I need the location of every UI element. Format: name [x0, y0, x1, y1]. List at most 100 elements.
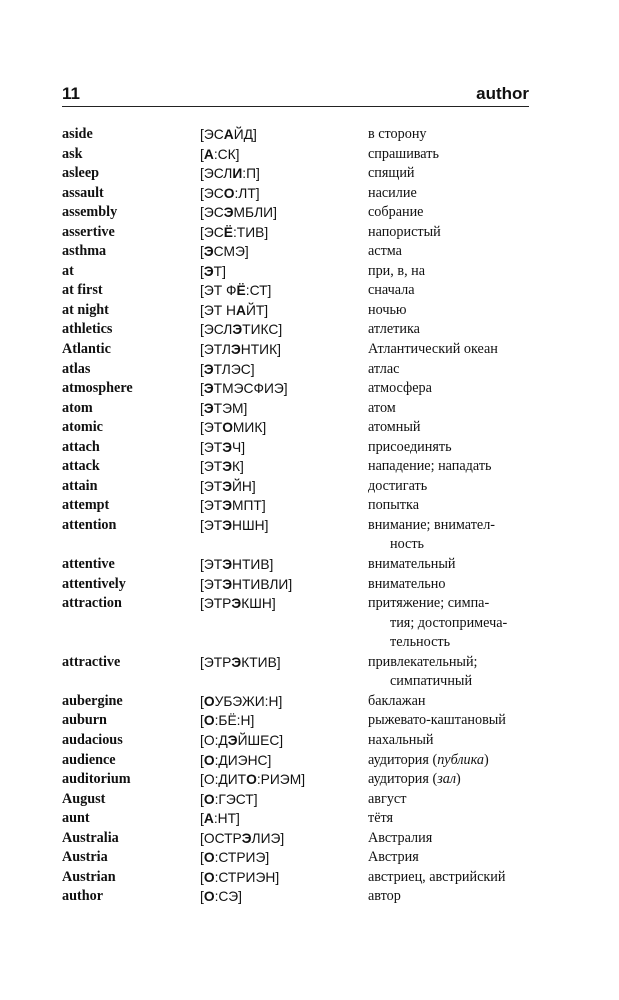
translation-part: австриец, австрийский: [368, 868, 506, 885]
translation: нахальный: [368, 731, 434, 751]
translation: ность: [390, 535, 424, 555]
headword: at first: [62, 282, 103, 299]
transcription-part: :СТРИЭН]: [214, 869, 280, 885]
transcription-part: КШН]: [241, 596, 276, 612]
entry-row: atmosphere [ЭТМЭСФИЭ] атмосфера: [62, 379, 542, 399]
translation-part: притяжение; симпа-: [368, 595, 490, 612]
translation: при, в, на: [368, 262, 425, 282]
transcription-part: Ё: [236, 283, 246, 299]
headword: attach: [62, 438, 100, 455]
translation-part: привлекательный;: [368, 653, 478, 670]
entry-row: asleep [ЭСЛИ:П] спящий: [62, 164, 542, 184]
entry-row: attraction [ЭТРЭКШН] притяжение; симпа-: [62, 594, 542, 614]
transcription-part: О: [203, 850, 215, 866]
transcription-part: [: [200, 811, 204, 827]
headword: auburn: [62, 712, 107, 729]
entry-row: Australia [ОСТРЭЛИЭ] Австралия: [62, 829, 542, 849]
entry-row: athletics [ЭСЛЭТИКС] атлетика: [62, 320, 542, 340]
headword: asthma: [62, 243, 107, 260]
transcription-part: [: [200, 850, 204, 866]
entry-continuation-row: ность: [62, 535, 542, 555]
translation-part: астма: [368, 243, 402, 260]
translation-part: спрашивать: [368, 145, 439, 162]
translation: атомный: [368, 418, 420, 438]
transcription-part: МБЛИ]: [233, 205, 277, 221]
transcription-part: Э: [222, 576, 233, 592]
transcription: [ЭСМЭ]: [200, 242, 249, 262]
transcription: [ЭТРЭКТИВ]: [200, 653, 281, 673]
transcription-part: [: [200, 381, 204, 397]
translation-part: ночью: [368, 301, 407, 318]
transcription-part: :РИЭМ]: [256, 772, 306, 788]
headword: audience: [62, 751, 116, 768]
transcription-part: Э: [222, 517, 233, 533]
headword: aside: [62, 126, 93, 142]
transcription: [ЭТЭНТИВ]: [200, 555, 273, 575]
translation: атлас: [368, 360, 399, 380]
translation-part: Австралия: [368, 829, 433, 846]
transcription-part: [: [200, 713, 204, 729]
translation: внимательный: [368, 555, 455, 575]
transcription-part: О: [223, 185, 235, 201]
translation: достигать: [368, 477, 427, 497]
entry-continuation-row: тельность: [62, 633, 542, 653]
transcription-part: Э: [231, 596, 242, 612]
transcription-part: ТЛЭС]: [213, 361, 255, 377]
headword: author: [62, 888, 103, 905]
transcription-part: [ЭС: [200, 127, 224, 142]
transcription: [ЭТЭМПТ]: [200, 496, 266, 516]
transcription: [ОСТРЭЛИЭ]: [200, 829, 284, 849]
transcription-part: [ЭТ: [200, 576, 223, 592]
transcription: [О:ГЭСТ]: [200, 790, 258, 810]
translation-part: ): [456, 771, 461, 788]
transcription-part: Э: [222, 459, 233, 475]
transcription-part: Э: [222, 478, 233, 494]
transcription-part: [: [200, 791, 204, 807]
transcription-part: И: [232, 166, 243, 182]
transcription-part: Ё: [223, 224, 233, 240]
headword: auditorium: [62, 771, 131, 788]
headword: audacious: [62, 731, 123, 748]
translation: напористый: [368, 223, 441, 243]
transcription-part: ЙД]: [233, 127, 257, 142]
translation: атлетика: [368, 320, 420, 340]
entry-row: August [О:ГЭСТ] август: [62, 790, 542, 810]
transcription-part: О: [203, 889, 215, 905]
transcription-part: О: [203, 752, 215, 768]
transcription-part: ЙН]: [232, 478, 256, 494]
translation: спящий: [368, 164, 415, 184]
headword: assertive: [62, 223, 115, 240]
headword: atomic: [62, 419, 103, 436]
transcription-part: Т]: [213, 263, 226, 279]
transcription-part: :ГЭСТ]: [214, 791, 258, 807]
transcription-part: [ЭТ: [200, 517, 223, 533]
entry-row: attain [ЭТЭЙН] достигать: [62, 477, 542, 497]
entry-row: auburn [О:БЁ:Н] рыжевато-каштановый: [62, 711, 542, 731]
headword: attentive: [62, 556, 115, 573]
transcription-part: [ЭТЛ: [200, 342, 231, 358]
transcription-part: ЙТ]: [245, 302, 269, 318]
translation: август: [368, 790, 406, 810]
translation: симпатичный: [390, 672, 472, 692]
entry-row: attempt [ЭТЭМПТ] попытка: [62, 496, 542, 516]
transcription: [О:БЁ:Н]: [200, 711, 254, 731]
translation: собрание: [368, 203, 423, 223]
transcription-part: ЙШЕС]: [237, 732, 284, 748]
headword: Atlantic: [62, 341, 111, 358]
headword: attractive: [62, 653, 121, 670]
transcription-part: :СК]: [213, 146, 240, 162]
transcription: [ЭСО:ЛТ]: [200, 184, 260, 204]
translation: Атлантический океан: [368, 340, 498, 360]
transcription-part: О: [203, 791, 215, 807]
transcription: [ЭТЭМ]: [200, 399, 247, 419]
entry-row: atlas [ЭТЛЭС] атлас: [62, 360, 542, 380]
transcription-part: МПТ]: [232, 498, 266, 514]
translation-part: при, в, на: [368, 262, 426, 279]
translation: тельность: [390, 633, 450, 653]
headword: assault: [62, 184, 104, 201]
transcription-part: Э: [203, 361, 214, 377]
translation: атмосфера: [368, 379, 432, 399]
transcription-part: Э: [203, 400, 214, 416]
transcription-part: Ч]: [232, 439, 246, 455]
translation-part: тётя: [368, 810, 394, 827]
